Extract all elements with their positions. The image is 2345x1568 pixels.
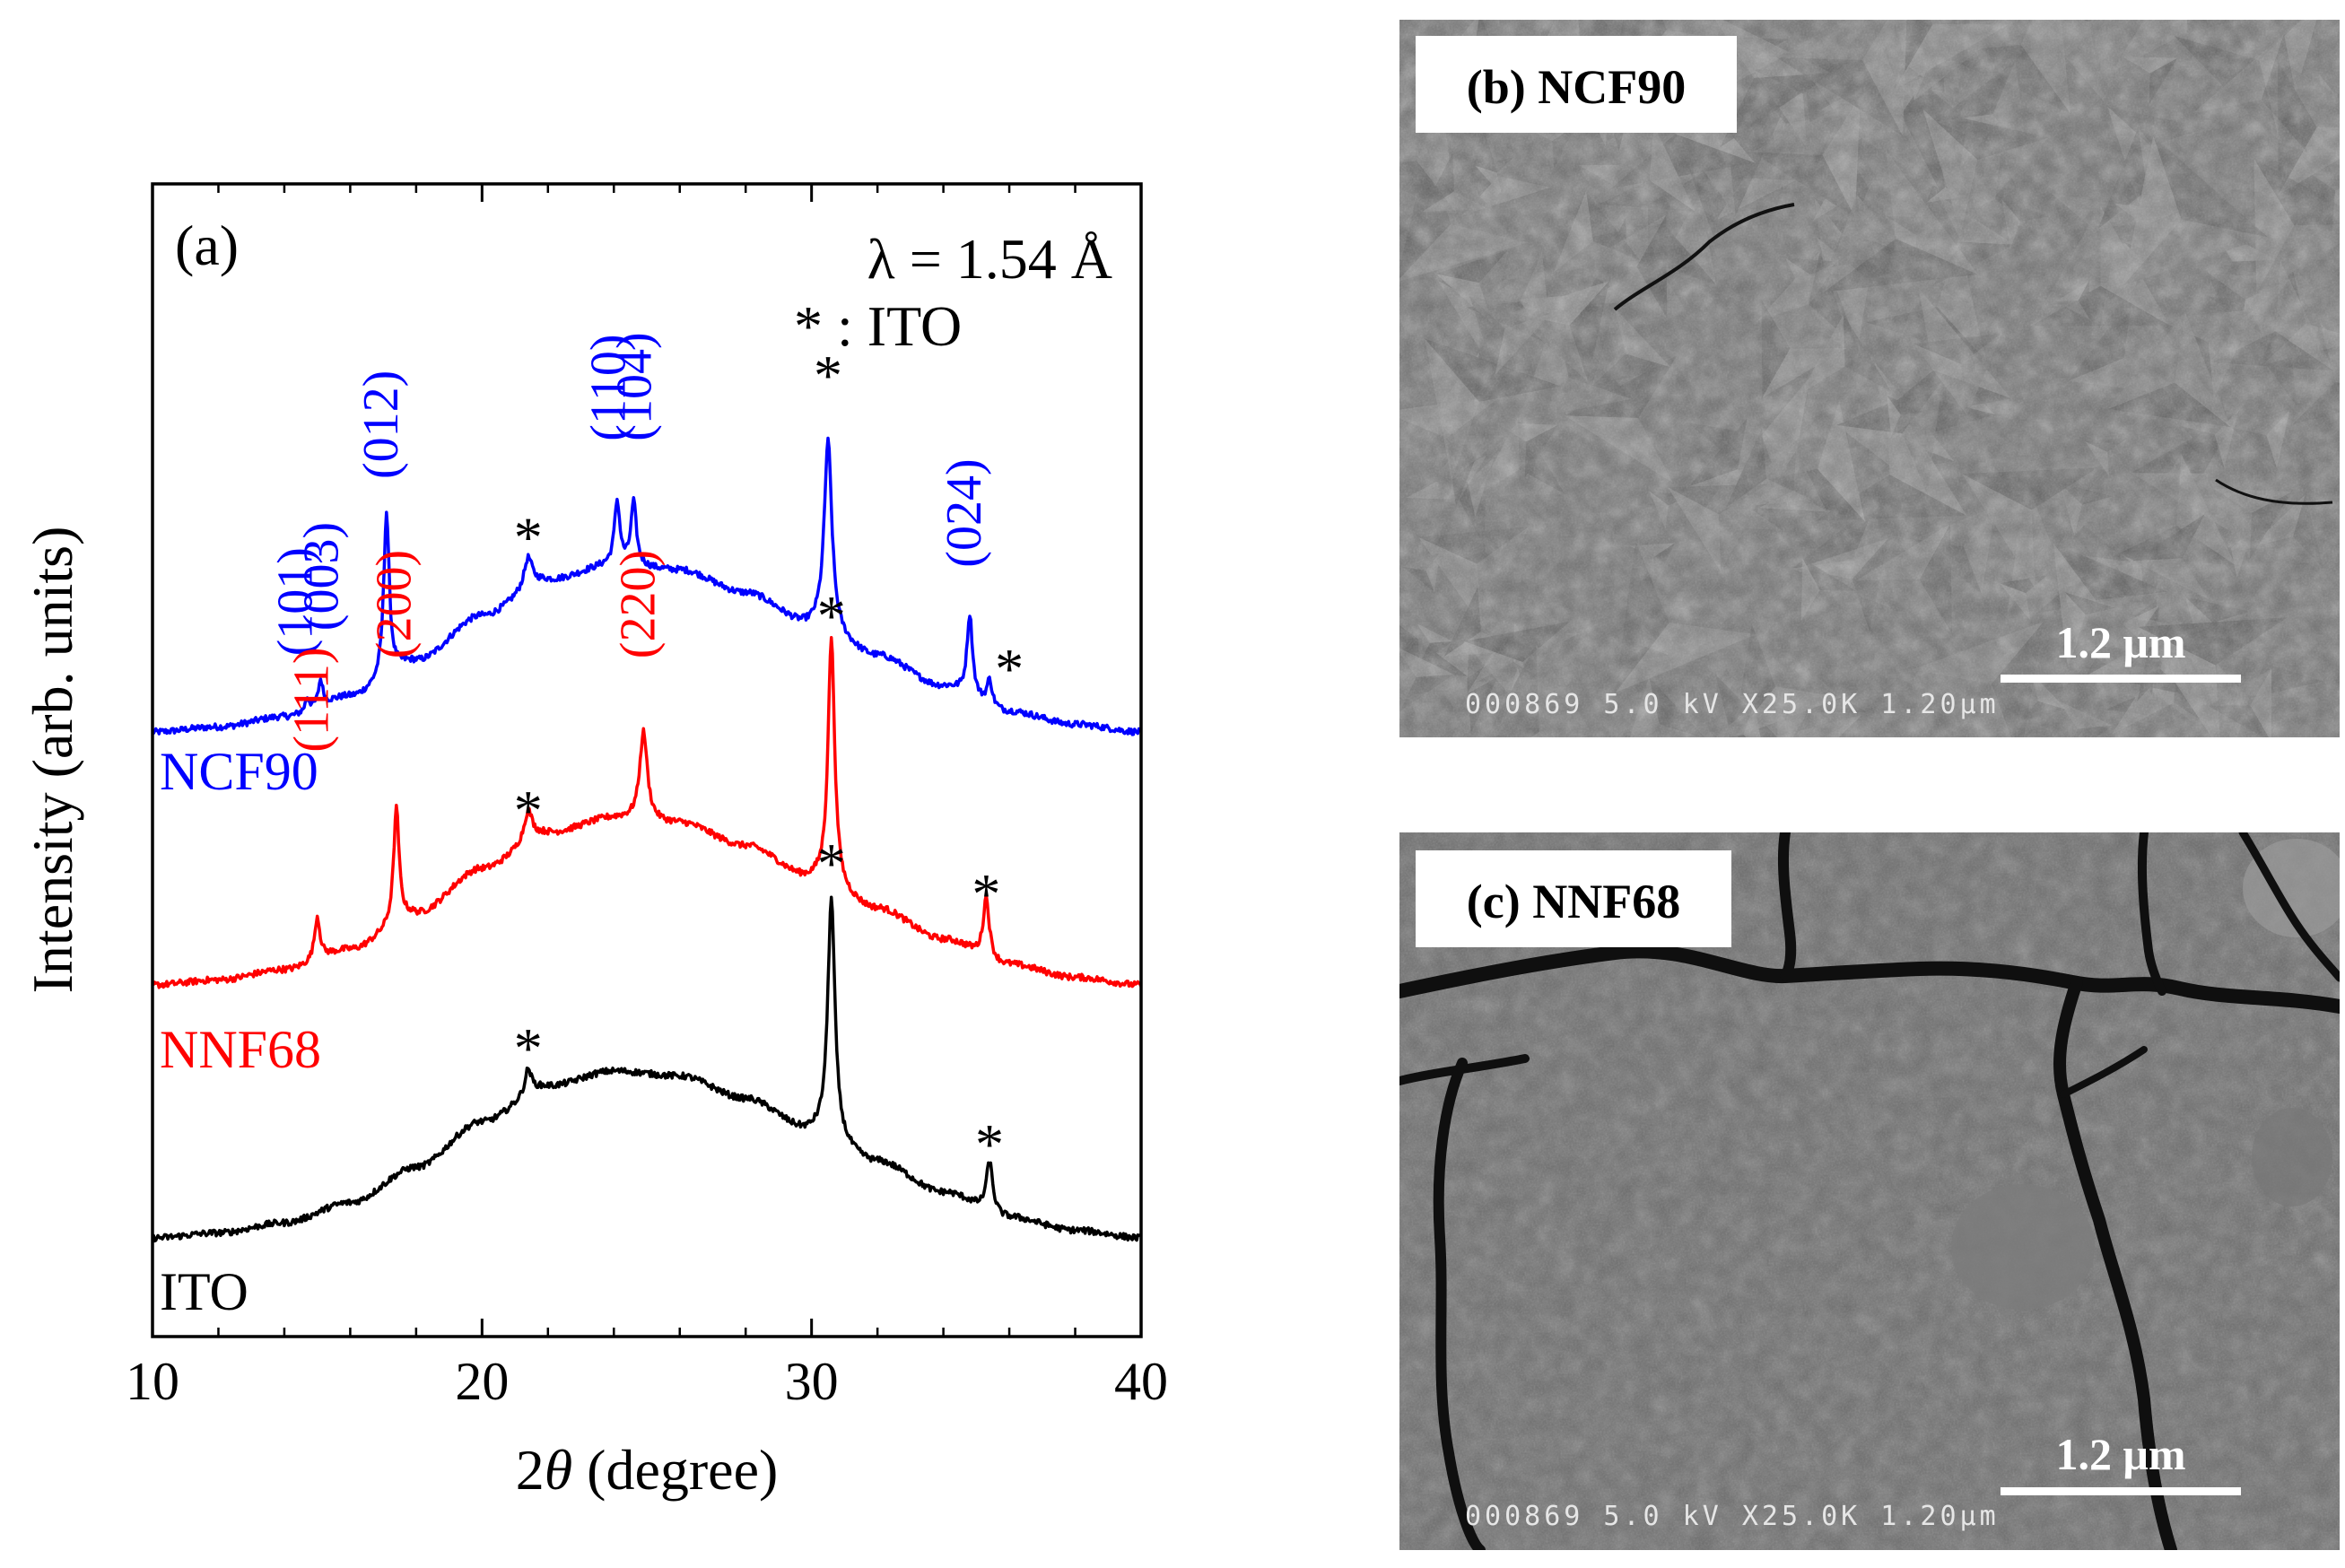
- sem-grain-c2: [2252, 1108, 2332, 1206]
- sem-grain-c3: [2243, 839, 2340, 937]
- peak-label-ncf90-3: (110): [580, 334, 636, 440]
- series-line-ito: [152, 895, 1142, 1243]
- series-line-nnf68: [151, 636, 1143, 989]
- x-tick-label-30: 30: [785, 1352, 839, 1411]
- ito-mark-nnf68-2: *: [972, 862, 1000, 926]
- ito-mark-ito-1: *: [817, 832, 846, 895]
- x-tick-label-40: 40: [1114, 1352, 1168, 1411]
- sem-scale-bar-label-b: 1.2 μm: [2056, 617, 2186, 667]
- peak-label-ncf90-0: (101): [267, 547, 323, 656]
- ito-marks: * * * * * * * * *: [514, 344, 1024, 1176]
- ito-mark-nnf68-0: *: [514, 779, 543, 842]
- sem-label-box-b: [1416, 36, 1737, 133]
- sem-scale-bar-c: [2001, 1487, 2241, 1495]
- series-label-ito: ITO: [160, 1262, 248, 1321]
- y-axis-label: Intensity (arb. units): [21, 527, 84, 994]
- sem-panel-c: (c) NNF68 1.2 μm 000869 5.0 kV X25.0K 1.…: [1399, 832, 2340, 1550]
- series-curves: [151, 436, 1143, 1243]
- x-axis-label-prefix: 2: [516, 1438, 545, 1502]
- sem-panel-label-b: (b) NCF90: [1467, 60, 1686, 114]
- sem-facet: [1728, 734, 1747, 737]
- sem-crack-b1: [1613, 203, 1795, 311]
- ito-mark-ncf90-1: *: [814, 344, 842, 407]
- series-line-ncf90: [151, 436, 1143, 736]
- ito-legend-annotation: * : ITO: [794, 294, 962, 358]
- plot-frame: [151, 182, 1143, 1338]
- sem-panel-b: (b) NCF90 1.2 μm 000869 5.0 kV X25.0K 1.…: [1399, 20, 2340, 737]
- sem-info-bar-b: 000869 5.0 kV X25.0K 1.20μm: [1465, 689, 2000, 720]
- x-axis-label-suffix: (degree): [572, 1438, 778, 1502]
- x-axis-label: 2θ (degree): [516, 1438, 779, 1502]
- sem-scale-bar-b: [2001, 675, 2241, 683]
- x-axis-label-theta: θ: [545, 1438, 572, 1502]
- sem-grain-c1: [1951, 1184, 2095, 1310]
- peak-label-ncf90-5: (024): [937, 458, 992, 567]
- sem-facet: [2083, 20, 2093, 22]
- sem-info-bar-c: 000869 5.0 kV X25.0K 1.20μm: [1465, 1501, 2000, 1532]
- peak-label-nnf68-1: (200): [367, 550, 423, 658]
- ito-mark-ncf90-0: *: [514, 505, 543, 569]
- x-tick-label-20: 20: [455, 1352, 509, 1411]
- sem-facet: [1399, 657, 1405, 675]
- peak-label-nnf68-0: (111): [284, 647, 340, 752]
- sem-cracks-c: [1399, 832, 2340, 1550]
- ito-mark-ito-2: *: [975, 1112, 1004, 1176]
- series-label-nnf68: NNF68: [160, 1020, 321, 1079]
- wavelength-annotation: λ = 1.54 Å: [867, 227, 1112, 291]
- sem-label-box-c: [1416, 850, 1731, 947]
- series-label-ncf90: NCF90: [160, 742, 318, 801]
- sem-scale-bar-label-c: 1.2 μm: [2056, 1429, 2186, 1479]
- sem-panel-label-c: (c) NNF68: [1467, 875, 1680, 928]
- ito-mark-ito-0: *: [514, 1016, 543, 1080]
- peak-label-ncf90-4: (104): [607, 332, 663, 440]
- ito-mark-ncf90-2: *: [995, 637, 1024, 701]
- x-axis-ticks: 10 20 30 40: [126, 184, 1168, 1411]
- ito-mark-nnf68-1: *: [817, 584, 846, 648]
- sem-crack-b2: [2215, 478, 2333, 505]
- sem-facet: [1530, 732, 1550, 737]
- peak-labels: (101)(003)(012) (110)(104) (024) (111) (200)…: [267, 332, 992, 752]
- xrd-chart: (101)(003)(012) (110)(104) (024) (111) (200)…: [21, 182, 1168, 1502]
- peak-label-ncf90-1: (003): [294, 522, 350, 631]
- panel-label-a: (a): [175, 213, 239, 277]
- x-tick-label-10: 10: [126, 1352, 179, 1411]
- peak-label-nnf68-2: (220): [610, 550, 666, 658]
- peak-label-ncf90-2: (012): [353, 370, 409, 479]
- series-labels: NCF90 NNF68 ITO: [160, 742, 321, 1321]
